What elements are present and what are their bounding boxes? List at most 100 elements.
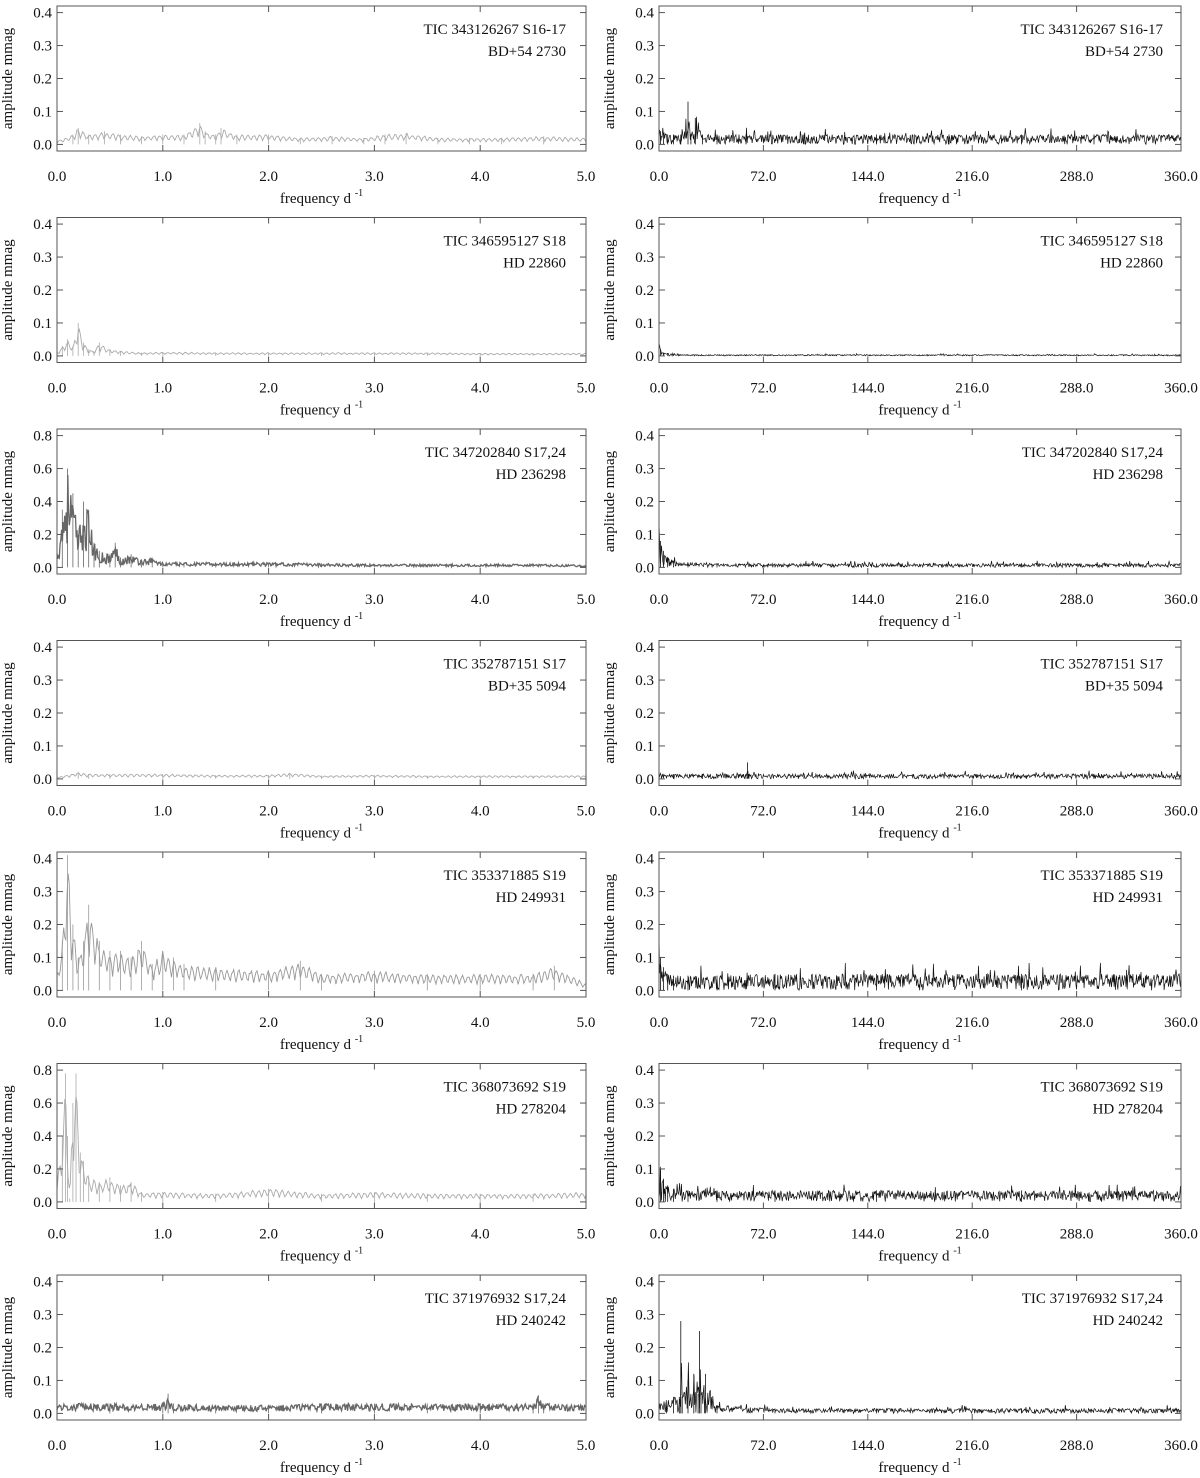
x-tick-label: 360.0	[1164, 1227, 1198, 1243]
x-tick-label: 3.0	[365, 1438, 384, 1454]
annotation-line: TIC 343126267 S16-17	[424, 22, 567, 38]
y-tick-label: 0.6	[33, 462, 52, 478]
x-tick-label: 3.0	[365, 804, 384, 820]
y-tick-label: 0.2	[33, 283, 52, 299]
series-line	[658, 932, 1182, 992]
y-tick-label: 0.4	[635, 640, 654, 656]
chart-panel-11: 0.0 0.1 0.2 0.3 0.4 0.0 72.0 144.0 216.0 288.0 360…	[602, 1063, 1198, 1265]
x-tick-label: 144.0	[851, 1438, 885, 1454]
x-tick-label: 3.0	[365, 1015, 384, 1031]
annotation-line: HD 278204	[1093, 1102, 1164, 1118]
chart-panel-9: 0.0 0.1 0.2 0.3 0.4 0.0 72.0 144.0 216.0 288.0 360…	[602, 851, 1198, 1053]
chart-panel-7: 0.0 0.1 0.2 0.3 0.4 0.0 72.0 144.0 216.0 288.0 360…	[602, 640, 1198, 842]
chart-panel-13: 0.0 0.1 0.2 0.3 0.4 0.0 72.0 144.0 216.0 288.0 360…	[602, 1274, 1198, 1476]
x-tick-label: 288.0	[1060, 381, 1094, 397]
x-tick-label: 144.0	[851, 804, 885, 820]
y-tick-label: 0.2	[33, 1162, 52, 1178]
x-tick-label: 4.0	[471, 1015, 490, 1031]
x-tick-label: 216.0	[955, 1227, 989, 1243]
x-tick-label: 1.0	[153, 804, 172, 820]
x-tick-label: 216.0	[955, 804, 989, 820]
x-tick-label: 5.0	[577, 1438, 596, 1454]
x-tick-label: 360.0	[1164, 1015, 1198, 1031]
x-tick-label: 4.0	[471, 381, 490, 397]
x-axis-label: frequency d -1	[878, 400, 961, 419]
y-tick-label: 0.1	[33, 104, 52, 120]
y-tick-label: 0.4	[635, 6, 654, 22]
annotation-line: HD 22860	[1100, 256, 1163, 272]
x-axis-label: frequency d -1	[280, 1457, 363, 1476]
series-line	[56, 327, 587, 356]
y-axis-label: amplitude mmag	[602, 450, 618, 552]
annotation-line: HD 236298	[1093, 467, 1163, 483]
x-tick-label: 72.0	[750, 1438, 776, 1454]
x-axis-label: frequency d -1	[280, 611, 363, 630]
x-tick-label: 288.0	[1060, 1438, 1094, 1454]
x-tick-label: 144.0	[851, 1227, 885, 1243]
x-axis-label: frequency d -1	[878, 1246, 961, 1265]
y-axis-label: amplitude mmag	[0, 662, 16, 764]
y-axis-label: amplitude mmag	[0, 1296, 16, 1398]
annotation-line: TIC 352787151 S17	[1040, 657, 1163, 673]
y-tick-label: 0.4	[33, 1129, 52, 1145]
y-tick-label: 0.2	[33, 527, 52, 543]
x-tick-label: 72.0	[750, 1015, 776, 1031]
x-tick-label: 2.0	[259, 1227, 278, 1243]
annotation-line: HD 278204	[496, 1102, 567, 1118]
y-tick-label: 0.4	[33, 852, 52, 868]
x-tick-label: 1.0	[153, 169, 172, 185]
y-tick-label: 0.3	[635, 885, 654, 901]
y-tick-label: 0.3	[635, 673, 654, 689]
y-tick-label: 0.4	[33, 495, 52, 511]
y-tick-label: 0.0	[33, 1406, 52, 1422]
y-tick-label: 0.2	[33, 918, 52, 934]
y-tick-label: 0.2	[33, 72, 52, 88]
annotation-line: TIC 353371885 S19	[443, 868, 566, 884]
x-tick-label: 3.0	[365, 1227, 384, 1243]
annotation-line: TIC 368073692 S19	[1040, 1080, 1163, 1096]
chart-panel-1: 0.0 0.1 0.2 0.3 0.4 0.0 72.0 144.0 216.0 288.0 360…	[602, 5, 1198, 207]
y-tick-label: 0.0	[33, 1195, 52, 1211]
series-line	[56, 474, 587, 569]
y-tick-label: 0.1	[635, 316, 654, 332]
y-tick-label: 0.4	[33, 6, 52, 22]
x-axis-label: frequency d -1	[878, 1034, 961, 1053]
chart-panel-2: 0.0 0.1 0.2 0.3 0.4 0.0 1.0 2.0 3.0 4.0 5.0 frequen…	[0, 217, 595, 419]
annotation-line: TIC 353371885 S19	[1040, 868, 1163, 884]
y-tick-label: 0.0	[635, 983, 654, 999]
y-tick-label: 0.2	[635, 1129, 654, 1145]
y-axis-label: amplitude mmag	[0, 27, 16, 129]
y-tick-label: 0.0	[33, 349, 52, 365]
y-tick-label: 0.1	[635, 1373, 654, 1389]
x-tick-label: 144.0	[851, 592, 885, 608]
chart-panel-5: 0.0 0.1 0.2 0.3 0.4 0.0 72.0 144.0 216.0 288.0 360…	[602, 428, 1198, 630]
x-tick-label: 360.0	[1164, 381, 1198, 397]
annotation-line: TIC 368073692 S19	[443, 1080, 566, 1096]
x-tick-label: 1.0	[153, 381, 172, 397]
x-tick-label: 1.0	[153, 1438, 172, 1454]
y-tick-label: 0.4	[635, 1063, 654, 1079]
annotation-line: TIC 347202840 S17,24	[1022, 445, 1164, 461]
x-axis-label: frequency d -1	[878, 1457, 961, 1476]
series-line	[658, 342, 1182, 357]
annotation-line: BD+54 2730	[488, 44, 566, 60]
y-tick-label: 0.3	[635, 39, 654, 55]
y-axis-label: amplitude mmag	[602, 1296, 618, 1398]
annotation-line: TIC 352787151 S17	[443, 657, 566, 673]
x-tick-label: 1.0	[153, 1015, 172, 1031]
y-tick-label: 0.3	[33, 250, 52, 266]
x-tick-label: 2.0	[259, 1438, 278, 1454]
x-tick-label: 0.0	[650, 169, 669, 185]
x-axis-label: frequency d -1	[878, 188, 961, 207]
x-tick-label: 360.0	[1164, 169, 1198, 185]
chart-panel-10: 0.0 0.2 0.4 0.6 0.8 0.0 1.0 2.0 3.0 4.0 5.0 frequen…	[0, 1063, 595, 1265]
y-axis-label: amplitude mmag	[0, 450, 16, 552]
y-tick-label: 0.3	[33, 1308, 52, 1324]
annotation-line: TIC 346595127 S18	[1040, 234, 1163, 250]
y-tick-label: 0.4	[635, 217, 654, 233]
series-line	[658, 1362, 1182, 1415]
x-tick-label: 144.0	[851, 1015, 885, 1031]
y-tick-label: 0.0	[33, 560, 52, 576]
y-tick-label: 0.3	[635, 1096, 654, 1112]
